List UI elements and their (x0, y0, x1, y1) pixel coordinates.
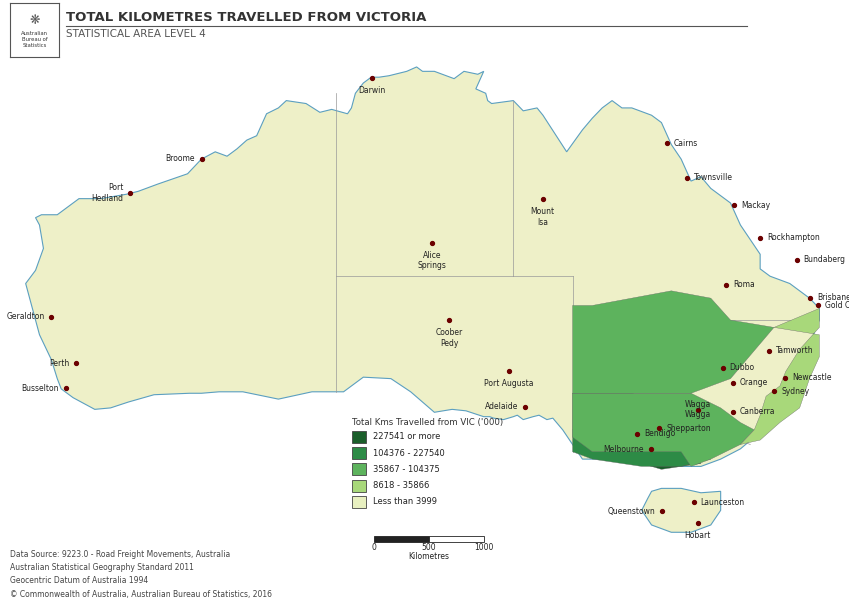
Polygon shape (572, 291, 774, 393)
Text: Broome: Broome (166, 154, 195, 163)
Polygon shape (622, 440, 701, 469)
Text: Shepparton: Shepparton (666, 424, 711, 433)
Text: Geraldton: Geraldton (6, 313, 44, 321)
Text: Newcastle: Newcastle (792, 373, 832, 382)
Polygon shape (25, 67, 819, 466)
Text: Perth: Perth (49, 359, 70, 368)
Text: TOTAL KILOMETRES TRAVELLED FROM VICTORIA: TOTAL KILOMETRES TRAVELLED FROM VICTORIA (66, 11, 426, 24)
Text: Melbourne: Melbourne (604, 445, 644, 454)
Text: Australian
Bureau of
Statistics: Australian Bureau of Statistics (21, 31, 48, 49)
Text: Cairns: Cairns (673, 139, 698, 148)
Text: Busselton: Busselton (22, 383, 59, 392)
Text: 500: 500 (421, 543, 436, 552)
Polygon shape (740, 308, 819, 445)
Text: 8618 - 35866: 8618 - 35866 (373, 481, 429, 490)
Text: Bendigo: Bendigo (644, 429, 676, 438)
Text: Mount
Isa: Mount Isa (531, 207, 555, 227)
Text: Wagga
Wagga: Wagga Wagga (685, 400, 711, 419)
Polygon shape (572, 430, 711, 466)
Text: Orange: Orange (739, 378, 767, 387)
Text: Kilometres: Kilometres (408, 552, 449, 561)
Text: 35867 - 104375: 35867 - 104375 (373, 465, 440, 474)
Text: 1000: 1000 (475, 543, 493, 552)
Text: STATISTICAL AREA LEVEL 4: STATISTICAL AREA LEVEL 4 (66, 29, 206, 39)
Text: Canberra: Canberra (740, 407, 775, 416)
Text: Brisbane: Brisbane (817, 293, 849, 302)
Text: Total Kms Travelled from VIC ('000): Total Kms Travelled from VIC ('000) (352, 418, 503, 427)
Polygon shape (572, 393, 721, 437)
Text: Rockhampton: Rockhampton (767, 233, 820, 242)
Text: Tamworth: Tamworth (775, 346, 813, 355)
Text: Roma: Roma (734, 280, 755, 289)
Text: Queenstown: Queenstown (608, 507, 655, 516)
Text: Launceston: Launceston (700, 498, 745, 507)
Text: 227541 or more: 227541 or more (373, 433, 440, 441)
Text: 0: 0 (371, 543, 376, 552)
Text: Bundaberg: Bundaberg (804, 255, 846, 264)
Text: Hobart: Hobart (684, 531, 711, 540)
Text: Townsville: Townsville (694, 173, 734, 182)
Text: 104376 - 227540: 104376 - 227540 (373, 449, 445, 457)
Text: Coober
Pedy: Coober Pedy (436, 328, 463, 348)
Text: Data Source: 9223.0 - Road Freight Movements, Australia
Australian Statistical G: Data Source: 9223.0 - Road Freight Movem… (10, 550, 273, 599)
Text: Sydney: Sydney (781, 387, 809, 396)
Text: Alice
Springs: Alice Springs (418, 251, 447, 270)
Text: Less than 3999: Less than 3999 (373, 498, 436, 506)
Polygon shape (642, 489, 721, 532)
Text: Dubbo: Dubbo (729, 363, 755, 372)
Text: Port
Hedland: Port Hedland (92, 183, 123, 203)
Text: Mackay: Mackay (741, 201, 770, 210)
Text: Adelaide: Adelaide (485, 403, 518, 411)
Text: Gold Coast: Gold Coast (825, 301, 849, 310)
Text: ❋: ❋ (30, 14, 40, 27)
Text: Darwin: Darwin (358, 86, 385, 95)
Text: Port Augusta: Port Augusta (484, 379, 533, 388)
Polygon shape (572, 393, 754, 466)
